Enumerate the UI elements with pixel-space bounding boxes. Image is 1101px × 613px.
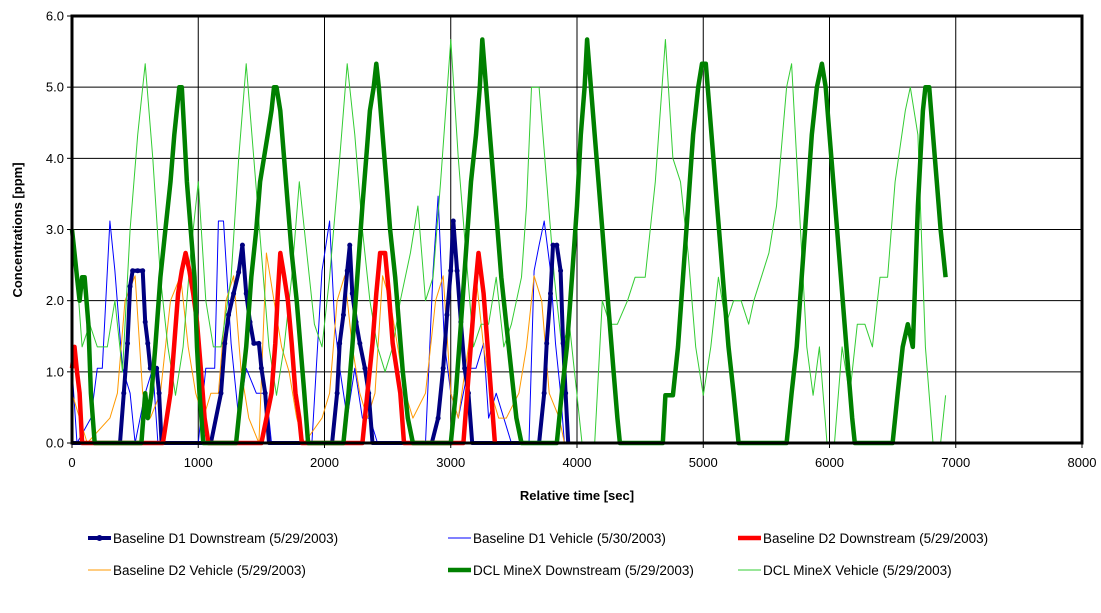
- data-point-marker: [222, 340, 228, 346]
- data-point-marker: [262, 390, 268, 396]
- legend-label: DCL MineX Downstream (5/29/2003): [473, 563, 694, 578]
- data-point-marker: [560, 340, 566, 346]
- legend-item-6: DCL MineX Vehicle (5/29/2003): [738, 563, 952, 578]
- data-point-marker: [554, 242, 560, 248]
- y-tick-label: 0.0: [46, 436, 64, 451]
- x-tick-label: 7000: [941, 455, 970, 470]
- y-tick-label: 3.0: [46, 222, 64, 237]
- x-tick-label: 3000: [436, 455, 465, 470]
- y-tick-label: 2.0: [46, 293, 64, 308]
- data-point-marker: [349, 291, 355, 297]
- data-point-marker: [550, 242, 556, 248]
- series-line-3: [69, 250, 498, 446]
- x-tick-label: 2000: [310, 455, 339, 470]
- data-point-marker: [357, 340, 363, 346]
- y-axis-title: Concentrations [ppm]: [10, 162, 25, 297]
- data-point-marker: [231, 291, 237, 297]
- y-tick-label: 5.0: [46, 80, 64, 95]
- data-point-marker: [218, 390, 224, 396]
- x-tick-label: 6000: [815, 455, 844, 470]
- legend-label: Baseline D1 Vehicle (5/30/2003): [473, 531, 666, 546]
- data-point-marker: [226, 312, 232, 318]
- data-point-marker: [334, 390, 340, 396]
- data-point-marker: [558, 268, 564, 274]
- data-point-marker: [156, 390, 162, 396]
- series-line-2: [71, 195, 565, 444]
- legend-item-5: DCL MineX Downstream (5/29/2003): [448, 563, 694, 578]
- data-point-marker: [121, 390, 127, 396]
- series-line-6: [71, 39, 947, 444]
- data-point-marker: [239, 242, 245, 248]
- data-point-marker: [444, 312, 450, 318]
- series-lines: [69, 37, 948, 446]
- y-tick-label: 4.0: [46, 151, 64, 166]
- legend-item-4: Baseline D2 Vehicle (5/29/2003): [88, 563, 306, 578]
- data-point-marker: [563, 390, 569, 396]
- data-point-marker: [258, 365, 264, 371]
- data-point-marker: [135, 268, 141, 274]
- series-line-4: [71, 252, 565, 444]
- legend-label: Baseline D2 Downstream (5/29/2003): [763, 531, 988, 546]
- data-point-marker: [337, 340, 343, 346]
- data-point-marker: [127, 283, 133, 289]
- data-point-marker: [435, 415, 441, 421]
- data-point-marker: [450, 218, 456, 224]
- legend-item-1: Baseline D1 Downstream (5/29/2003): [88, 531, 338, 546]
- x-tick-label: 4000: [563, 455, 592, 470]
- legend-item-3: Baseline D2 Downstream (5/29/2003): [738, 531, 988, 546]
- x-tick-label: 1000: [184, 455, 213, 470]
- legend-label: DCL MineX Vehicle (5/29/2003): [763, 563, 952, 578]
- x-tick-label: 8000: [1068, 455, 1097, 470]
- data-point-marker: [440, 365, 446, 371]
- data-point-marker: [448, 268, 454, 274]
- data-point-marker: [251, 340, 257, 346]
- data-point-marker: [362, 365, 368, 371]
- data-point-marker: [454, 268, 460, 274]
- x-axis-title: Relative time [sec]: [520, 488, 634, 503]
- data-point-marker: [140, 268, 146, 274]
- y-axis: 0.0 1.0 2.0 3.0 4.0 5.0 6.0: [46, 9, 72, 451]
- x-axis: 0 1000 2000 3000 4000 5000 6000 7000 8000: [68, 443, 1096, 470]
- data-point-marker: [142, 319, 148, 325]
- data-point-marker: [462, 365, 468, 371]
- x-tick-label: 5000: [689, 455, 718, 470]
- data-point-marker: [347, 242, 353, 248]
- legend-marker: [96, 535, 103, 541]
- x-tick-label: 0: [68, 455, 75, 470]
- legend-item-2: Baseline D1 Vehicle (5/30/2003): [448, 531, 666, 546]
- data-point-marker: [340, 312, 346, 318]
- data-point-marker: [547, 291, 553, 297]
- data-point-marker: [256, 340, 262, 346]
- y-tick-label: 6.0: [46, 9, 64, 24]
- data-point-marker: [125, 340, 131, 346]
- series-line-5: [69, 37, 948, 446]
- data-point-marker: [130, 268, 136, 274]
- legend-label: Baseline D1 Downstream (5/29/2003): [113, 531, 338, 546]
- legend-label: Baseline D2 Vehicle (5/29/2003): [113, 563, 306, 578]
- data-point-marker: [145, 340, 151, 346]
- legend: Baseline D1 Downstream (5/29/2003) Baseli…: [88, 531, 988, 578]
- data-point-marker: [541, 390, 547, 396]
- data-point-marker: [344, 268, 350, 274]
- data-point-marker: [544, 340, 550, 346]
- data-point-marker: [236, 269, 242, 275]
- grid-lines: [71, 15, 1083, 444]
- data-point-marker: [243, 291, 249, 297]
- y-tick-label: 1.0: [46, 364, 64, 379]
